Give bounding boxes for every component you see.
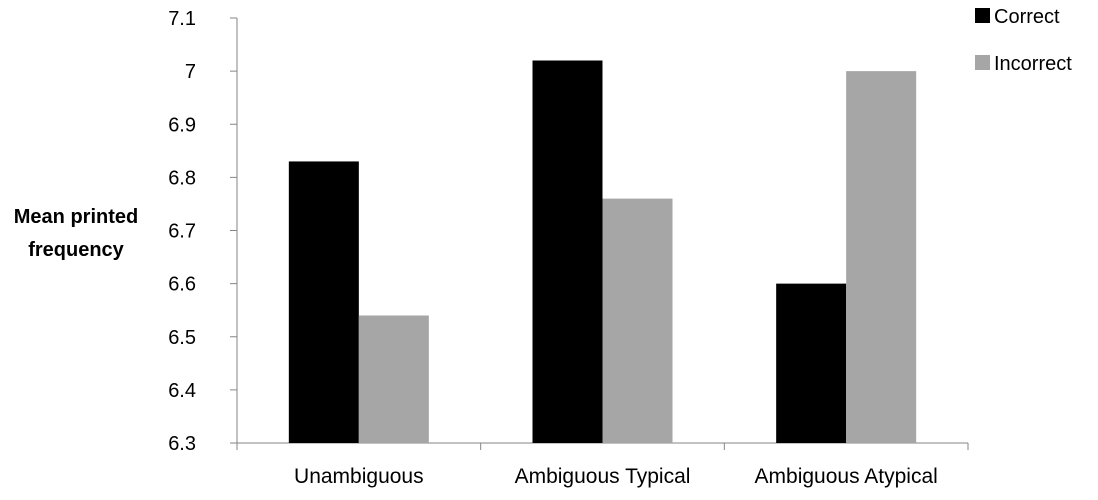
legend-swatch-incorrect bbox=[975, 55, 990, 70]
y-axis-label-line-1: Mean printed bbox=[14, 206, 138, 228]
legend-label-incorrect: Incorrect bbox=[994, 53, 1072, 75]
legend-swatch-correct bbox=[975, 8, 990, 23]
bars bbox=[288, 60, 917, 443]
y-tick-label: 6.7 bbox=[168, 221, 196, 243]
x-category-label: Ambiguous Typical bbox=[515, 465, 691, 488]
y-tick-label: 6.3 bbox=[168, 433, 196, 455]
x-ticks: Unambiguous Ambiguous Typical Ambiguous At… bbox=[236, 443, 969, 488]
y-tick-label: 7 bbox=[185, 61, 196, 83]
bar-incorrect-2 bbox=[602, 198, 673, 443]
y-tick-label: 6.8 bbox=[168, 167, 196, 189]
bar-incorrect-1 bbox=[358, 315, 429, 443]
y-axis-label-line-2: frequency bbox=[28, 239, 124, 261]
bar-correct-3 bbox=[776, 283, 847, 443]
x-category-label: Unambiguous bbox=[294, 465, 424, 488]
legend-label-correct: Correct bbox=[994, 6, 1060, 28]
y-ticks: 6.3 6.4 6.5 6.6 6.7 6.8 6.9 7 7.1 bbox=[168, 8, 237, 455]
legend: Correct Incorrect bbox=[975, 6, 1072, 75]
y-tick-label: 7.1 bbox=[168, 8, 196, 30]
y-tick-label: 6.9 bbox=[168, 114, 196, 136]
y-tick-label: 6.4 bbox=[168, 380, 196, 402]
bar-correct-2 bbox=[532, 60, 603, 443]
y-tick-label: 6.5 bbox=[168, 327, 196, 349]
x-category-label: Ambiguous Atypical bbox=[755, 465, 938, 488]
y-tick-label: 6.6 bbox=[168, 274, 196, 296]
bar-incorrect-3 bbox=[846, 71, 917, 443]
bar-correct-1 bbox=[288, 161, 359, 443]
